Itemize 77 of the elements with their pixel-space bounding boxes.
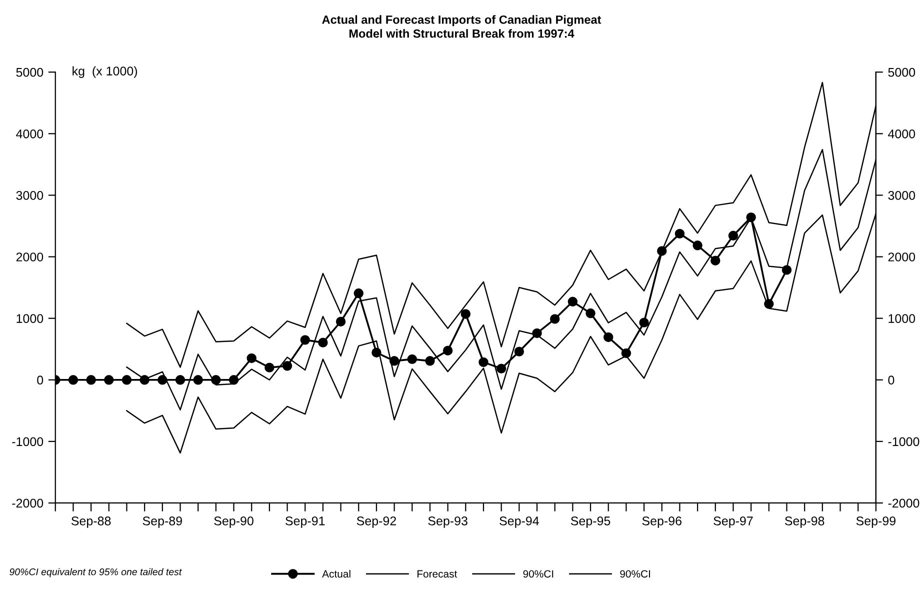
legend-label: 90%CI bbox=[620, 570, 650, 578]
point bbox=[246, 353, 256, 364]
point bbox=[460, 309, 471, 319]
point bbox=[336, 316, 346, 326]
y2-tick-label: 4000 bbox=[888, 129, 916, 138]
point bbox=[104, 375, 114, 385]
point bbox=[300, 335, 310, 345]
point bbox=[158, 375, 168, 385]
point bbox=[442, 346, 453, 356]
y-tick-label: 0 bbox=[37, 376, 44, 385]
y2-tick-label: 0 bbox=[888, 376, 894, 385]
x-tick-label: Sep-90 bbox=[214, 516, 254, 528]
y2-tick-label: 2000 bbox=[888, 252, 916, 262]
point bbox=[532, 328, 542, 338]
y-tick-label: 3000 bbox=[16, 191, 44, 200]
point bbox=[122, 375, 132, 385]
point bbox=[478, 357, 488, 368]
x-tick-label: Sep-88 bbox=[71, 516, 111, 528]
point bbox=[746, 212, 756, 222]
y2-tick-label: -1000 bbox=[888, 437, 920, 446]
point bbox=[318, 338, 328, 348]
point bbox=[175, 375, 186, 385]
point bbox=[389, 356, 400, 366]
y-tick-label: 1000 bbox=[16, 314, 44, 323]
point bbox=[354, 288, 364, 298]
x-tick-label: Sep-98 bbox=[784, 516, 824, 528]
y2-tick-label: 5000 bbox=[888, 68, 916, 77]
legend-label: 90%CI bbox=[523, 570, 554, 578]
point bbox=[621, 348, 632, 358]
y-tick-label: 2000 bbox=[16, 252, 44, 262]
legend-label: Actual bbox=[322, 570, 350, 578]
x-tick-label: Sep-94 bbox=[500, 516, 539, 528]
point bbox=[68, 375, 78, 385]
point bbox=[372, 348, 382, 358]
point bbox=[140, 375, 150, 385]
point bbox=[782, 265, 792, 275]
point bbox=[228, 375, 239, 385]
x-tick-label: Sep-91 bbox=[286, 516, 325, 528]
x-tick-label: Sep-92 bbox=[356, 516, 396, 528]
y2-tick-label: 3000 bbox=[888, 191, 916, 200]
point bbox=[550, 314, 560, 324]
point bbox=[764, 299, 774, 309]
y-tick-label: -1000 bbox=[12, 437, 44, 446]
point bbox=[211, 375, 221, 385]
legend-label: Forecast bbox=[417, 570, 458, 578]
y-axis-title: kg (x 1000) bbox=[72, 66, 138, 78]
x-tick-label: Sep-99 bbox=[856, 516, 896, 528]
x-tick-label: Sep-89 bbox=[142, 516, 182, 528]
point bbox=[603, 332, 614, 342]
point bbox=[514, 346, 524, 356]
point bbox=[282, 361, 292, 371]
point bbox=[586, 308, 596, 318]
point bbox=[264, 362, 274, 372]
point bbox=[692, 240, 702, 250]
point bbox=[657, 246, 667, 256]
point bbox=[568, 296, 578, 307]
y2-tick-label: 1000 bbox=[888, 314, 916, 323]
point bbox=[407, 354, 417, 364]
text: 90%CI equivalent to 95% one tailed test bbox=[10, 568, 182, 578]
x-tick-label: Sep-95 bbox=[570, 516, 610, 528]
point bbox=[728, 230, 738, 241]
point bbox=[86, 375, 96, 385]
point bbox=[674, 228, 685, 239]
chart-subtitle: Model with Structural Break from 1997:4 bbox=[349, 29, 574, 38]
point bbox=[710, 256, 720, 266]
y-tick-label: -2000 bbox=[12, 498, 44, 508]
point bbox=[425, 356, 435, 366]
point bbox=[193, 375, 203, 385]
y2-tick-label: -2000 bbox=[888, 498, 920, 508]
y-tick-label: 5000 bbox=[16, 68, 44, 77]
x-tick-label: Sep-96 bbox=[642, 516, 682, 528]
point bbox=[496, 364, 506, 374]
x-tick-label: Sep-93 bbox=[428, 516, 468, 528]
point bbox=[639, 318, 649, 328]
x-tick-label: Sep-97 bbox=[714, 516, 753, 528]
chart-title: Actual and Forecast Imports of Canadian Pigmeat bbox=[322, 15, 602, 26]
y-tick-label: 4000 bbox=[16, 129, 44, 138]
